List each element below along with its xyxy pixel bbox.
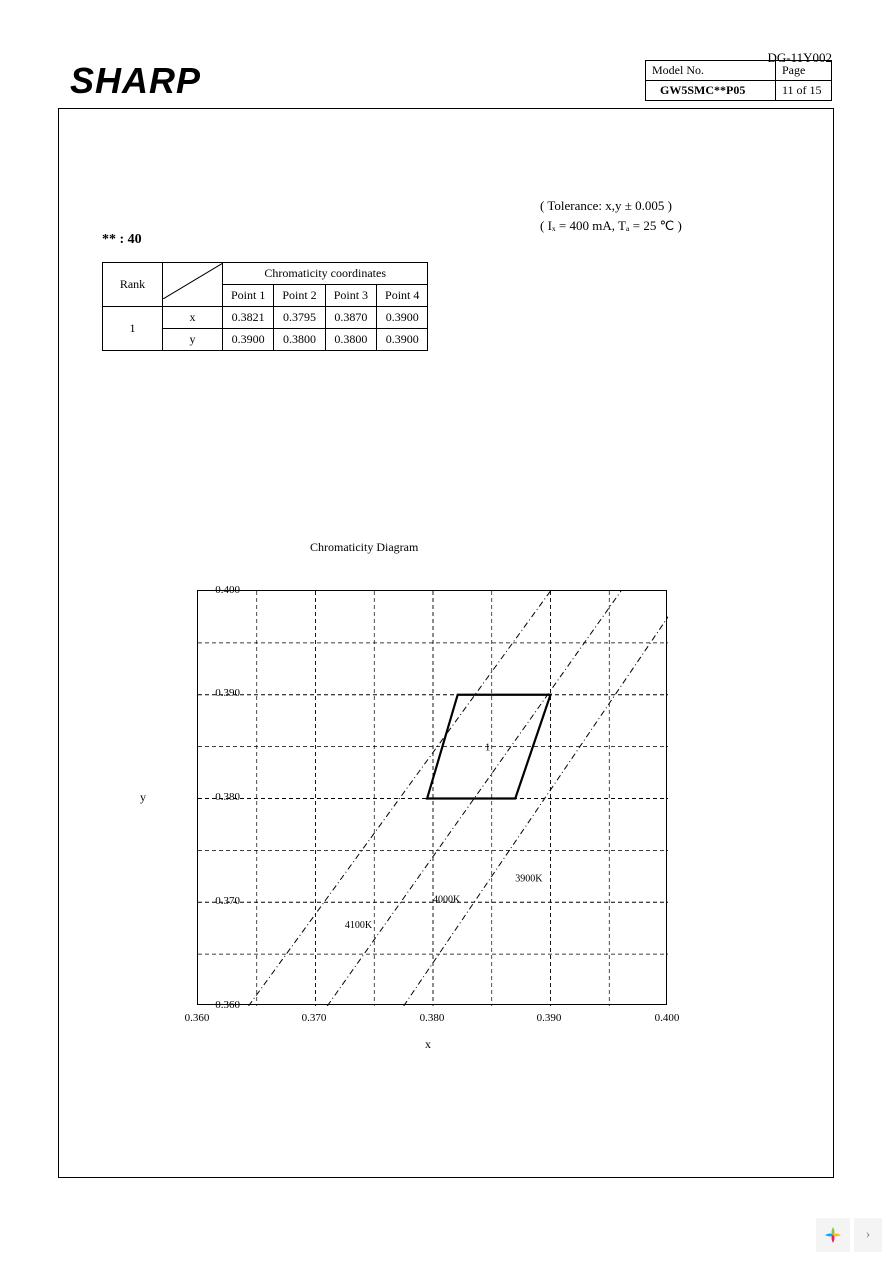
ytick: 0.380 [215, 791, 240, 803]
logo-icon[interactable] [816, 1218, 850, 1252]
coord-header: Chromaticity coordinates [223, 263, 428, 285]
header-row: SHARP Model No. Page GW5SMC**P05 11 of 1… [70, 60, 832, 102]
table-cell: 0.3800 [325, 329, 376, 351]
next-page-button[interactable]: › [854, 1218, 882, 1252]
chromaticity-table: Rank Chromaticity coordinates Point 1 Po… [102, 262, 428, 351]
table-cell: 0.3900 [223, 329, 274, 351]
model-label: Model No. [646, 61, 776, 81]
page-nav: › [816, 1218, 882, 1252]
axis-label: y [163, 329, 223, 351]
brand-logo: SHARP [70, 60, 201, 102]
ytick: 0.360 [215, 999, 240, 1011]
svg-text:1: 1 [485, 742, 491, 754]
table-cell: 0.3800 [274, 329, 325, 351]
point-header: Point 4 [377, 285, 428, 307]
ytick: 0.400 [215, 584, 240, 596]
xtick: 0.380 [420, 1012, 445, 1024]
table-cell: 0.3795 [274, 307, 325, 329]
plot-area: 1 4100K 4000K 3900K [197, 590, 667, 1005]
x-axis-label: x [425, 1037, 431, 1052]
table-cell: 0.3870 [325, 307, 376, 329]
table-cell: 0.3900 [377, 307, 428, 329]
axis-label: x [163, 307, 223, 329]
chromaticity-chart: 1 4100K 4000K 3900K 0.400 0.390 0.380 0.370… [155, 580, 675, 1050]
svg-text:4000K: 4000K [433, 894, 461, 905]
rank-header: Rank [103, 263, 163, 307]
ytick: 0.370 [215, 895, 240, 907]
svg-text:4100K: 4100K [345, 920, 373, 931]
ytick: 0.390 [215, 687, 240, 699]
tolerance-line1: ( Tolerance: x,y ± 0.005 ) [540, 196, 682, 216]
diag-cell [163, 263, 223, 307]
svg-text:3900K: 3900K [515, 874, 543, 885]
xtick: 0.370 [302, 1012, 327, 1024]
rank-value: 1 [103, 307, 163, 351]
xtick: 0.360 [185, 1012, 210, 1024]
tolerance-line2: ( Iₓ = 400 mA, Tₐ = 25 ℃ ) [540, 216, 682, 236]
page-label: Page [776, 61, 832, 81]
point-header: Point 2 [274, 285, 325, 307]
page-value: 11 of 15 [776, 81, 832, 101]
table-cell: 0.3900 [377, 329, 428, 351]
model-value: GW5SMC**P05 [646, 81, 776, 101]
plot-svg: 1 4100K 4000K 3900K [198, 591, 668, 1006]
table-cell: 0.3821 [223, 307, 274, 329]
page: DG-11Y002 SHARP Model No. Page GW5SMC**P… [0, 0, 892, 1262]
tolerance-note: ( Tolerance: x,y ± 0.005 ) ( Iₓ = 400 mA… [540, 196, 682, 235]
xtick: 0.390 [537, 1012, 562, 1024]
point-header: Point 1 [223, 285, 274, 307]
point-header: Point 3 [325, 285, 376, 307]
chart-title: Chromaticity Diagram [310, 540, 418, 555]
xtick: 0.400 [655, 1012, 680, 1024]
y-axis-label: y [140, 790, 146, 805]
bin-label: ** : 40 [102, 232, 142, 248]
title-block: Model No. Page GW5SMC**P05 11 of 15 [645, 60, 832, 101]
